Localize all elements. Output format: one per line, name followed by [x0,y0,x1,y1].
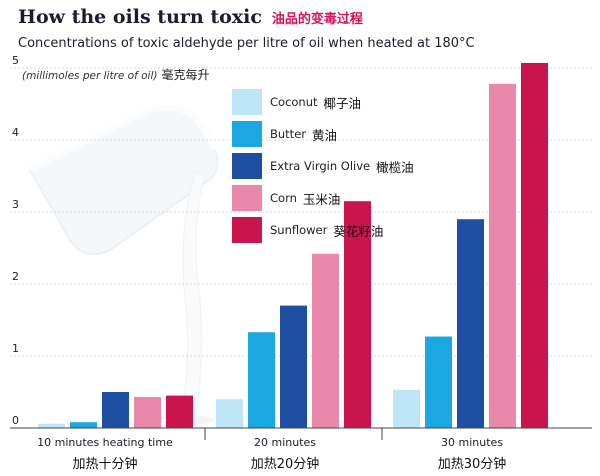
legend-label: Butter [270,127,306,141]
bars [38,62,548,429]
y-tick-label: 3 [12,198,19,211]
x-category-label-en: 20 minutes [253,436,317,449]
bar-extra-virgin-olive-3 [457,219,484,428]
y-tick-label: 4 [12,126,19,139]
legend-swatch [232,121,262,147]
legend: Coconut 椰子油 Butter 黄油 Extra Virgin Olive 橄榄油 C… [232,86,414,246]
bar-extra-virgin-olive-1 [102,392,129,428]
chart-title: How the oils turn toxic [18,6,262,28]
legend-label: Extra Virgin Olive [270,159,371,173]
legend-item: Corn 玉米油 [232,182,414,214]
legend-swatch [232,185,262,211]
y-tick-label: 2 [12,270,19,283]
y-axis-unit: (millimoles per litre of oil) 毫克每升 [22,66,210,83]
x-category-label-zh: 加热30分钟 [437,457,507,472]
x-category-label-zh: 加热十分钟 [72,457,138,472]
legend-label: Sunflower [270,223,328,237]
bar-extra-virgin-olive-2 [280,305,307,428]
x-category-label-en: 10 minutes heating time [37,436,173,449]
legend-label-chinese: 葵花籽油 [333,223,384,239]
x-category-label: 20 minutes 加热20分钟 [195,436,375,472]
legend-label-chinese: 橄榄油 [376,159,414,175]
y-axis-unit-label: (millimoles per litre of oil) [22,70,158,82]
x-category-label: 10 minutes heating time 加热十分钟 [15,436,195,472]
legend-item: Sunflower 葵花籽油 [232,214,414,246]
bar-coconut-2 [216,399,243,428]
oil-bottle-illustration [28,104,219,425]
x-category-label-zh: 加热20分钟 [250,457,320,472]
legend-label-chinese: 黄油 [312,127,338,143]
chart-subtitle: Concentrations of toxic aldehyde per lit… [18,36,475,51]
legend-swatch [232,89,262,115]
x-category-label: 30 minutes 加热30分钟 [382,436,562,472]
legend-swatch [232,217,262,243]
x-category-label-en: 30 minutes [440,436,504,449]
legend-label: Coconut [270,95,318,109]
title-row: How the oils turn toxic 油品的变毒过程 [18,6,363,28]
bar-sunflower-3 [521,62,548,429]
bar-sunflower-1 [166,395,193,428]
y-tick-label: 1 [12,342,19,355]
bar-corn-1 [134,397,161,428]
y-axis-ticks: 0 1 2 3 4 5 [12,54,19,427]
bar-sunflower-2 [344,201,371,428]
category-dividers [204,428,383,440]
y-axis-unit-chinese: 毫克每升 [161,68,210,82]
bar-butter-1 [70,422,97,428]
legend-swatch [232,153,262,179]
bar-coconut-1 [38,423,65,428]
legend-label-chinese: 玉米油 [302,191,341,207]
y-tick-label: 5 [12,54,19,67]
bar-corn-2 [312,253,339,428]
legend-item: Butter 黄油 [232,118,414,150]
y-tick-label: 0 [12,414,19,427]
bar-corn-3 [489,83,516,428]
bar-butter-3 [425,336,452,428]
legend-label: Corn [270,191,297,205]
bar-butter-2 [248,332,275,428]
legend-item: Extra Virgin Olive 橄榄油 [232,150,414,182]
legend-item: Coconut 椰子油 [232,86,414,118]
chart-title-chinese: 油品的变毒过程 [271,12,363,27]
bar-coconut-3 [393,389,420,428]
legend-label-chinese: 椰子油 [323,95,362,111]
